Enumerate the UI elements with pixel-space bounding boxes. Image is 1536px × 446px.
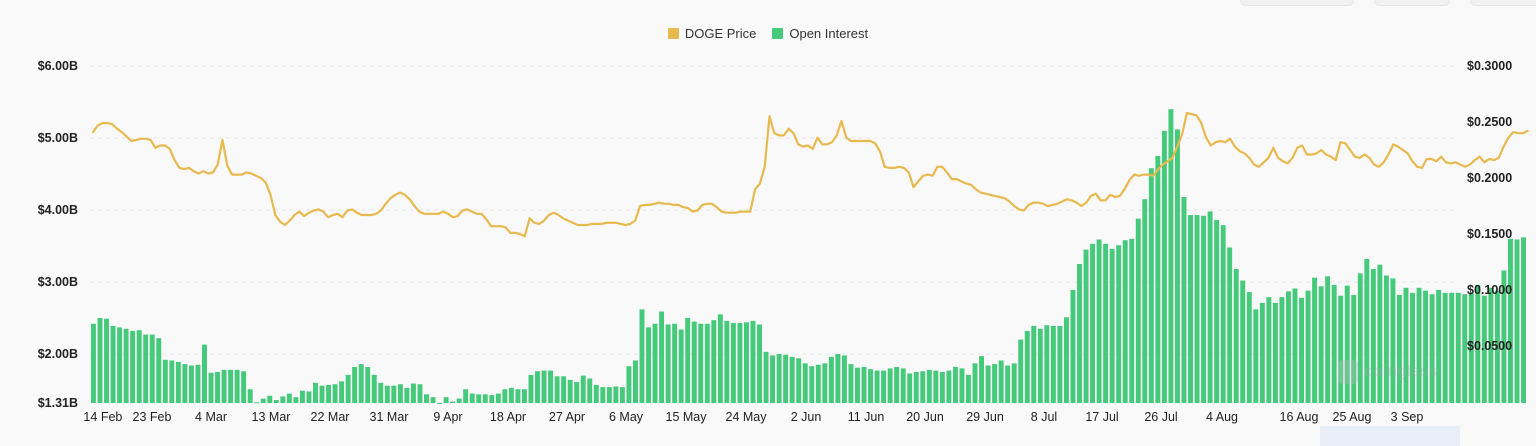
legend-label: DOGE Price	[684, 26, 757, 41]
x-tick-label: 29 Jun	[966, 410, 1004, 424]
legend-swatch-price-icon	[667, 28, 679, 39]
open-interest-bars	[91, 109, 1526, 404]
x-tick-label: 17 Jul	[1085, 410, 1119, 424]
x-tick-label: 23 Feb	[132, 410, 172, 424]
legend-item-doge-price[interactable]: DOGE Price	[667, 26, 757, 41]
y-right-tick: $0.2000	[1467, 171, 1513, 185]
x-tick-label: 20 Jun	[906, 410, 944, 424]
y-right-tick: $0.2500	[1467, 115, 1513, 129]
x-tick-label: 27 Apr	[548, 410, 586, 424]
x-tick-label: 8 Jul	[1030, 410, 1058, 424]
coinglass-watermark: coinglass	[1338, 360, 1438, 384]
y-left-tick: $2.00B	[37, 347, 78, 361]
x-tick-label: 4 Mar	[195, 410, 227, 424]
toolbar-button-3[interactable]	[1470, 0, 1536, 6]
x-tick-label: 26 Jul	[1144, 410, 1178, 424]
x-tick-label: 4 Aug	[1206, 410, 1238, 424]
y-left-tick: $3.00B	[37, 275, 78, 289]
y-left-tick: $6.00B	[37, 59, 78, 73]
y-left-tick: $5.00B	[37, 131, 78, 145]
x-tick-label: 2 Jun	[790, 410, 822, 424]
legend-swatch-oi-icon	[772, 28, 784, 39]
x-tick-label: 22 Mar	[310, 410, 350, 424]
footer-panel	[1320, 426, 1460, 446]
legend-label: Open Interest	[789, 26, 869, 41]
x-tick-label: 3 Sep	[1390, 410, 1424, 424]
x-tick-label: 24 May	[725, 410, 767, 424]
watermark-text: coinglass	[1364, 363, 1438, 380]
x-tick-label: 15 May	[665, 410, 707, 424]
y-right-tick: $0.1500	[1467, 227, 1513, 241]
y-right-tick: $0.3000	[1467, 59, 1513, 73]
x-tick-label: 14 Feb	[83, 410, 123, 424]
x-tick-label: 31 Mar	[369, 410, 409, 424]
y-right-tick: $0.0500	[1467, 339, 1513, 353]
y-left-tick: $1.31B	[37, 396, 78, 410]
y-right-tick: $0.1000	[1467, 283, 1513, 297]
x-tick-label: 9 Apr	[433, 410, 463, 424]
coinglass-logo-icon	[1338, 360, 1358, 384]
grid-lines	[90, 65, 1458, 355]
legend-item-open-interest[interactable]: Open Interest	[772, 26, 868, 41]
x-tick-label: 16 Aug	[1279, 410, 1319, 424]
x-tick-label: 18 Apr	[489, 410, 527, 424]
doge-price-line	[91, 111, 1529, 238]
y-left-tick: $4.00B	[37, 203, 78, 217]
x-tick-label: 25 Aug	[1332, 410, 1372, 424]
x-tick-label: 6 May	[608, 410, 644, 424]
chart-legend: DOGE Price Open Interest	[0, 26, 1536, 41]
x-tick-label: 13 Mar	[251, 410, 291, 424]
x-tick-label: 11 Jun	[847, 410, 885, 424]
